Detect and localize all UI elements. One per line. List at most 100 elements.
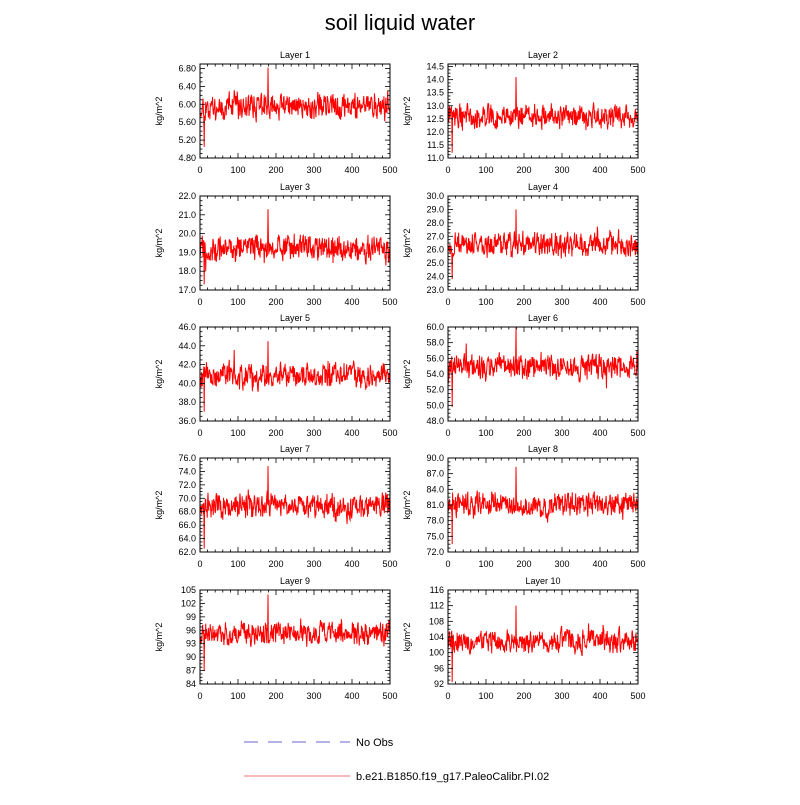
x-tick-label: 300: [306, 559, 321, 569]
y-tick-label: 5.60: [178, 117, 196, 127]
y-tick-label: 78.0: [426, 516, 444, 526]
series-line-model: [200, 594, 390, 671]
y-tick-label: 54.0: [426, 369, 444, 379]
y-axis-label: kg/m^2: [154, 491, 164, 520]
legend-label: No Obs: [356, 737, 394, 749]
y-tick-label: 58.0: [426, 338, 444, 348]
y-tick-label: 36.0: [178, 416, 196, 426]
plot-frame: [447, 457, 639, 553]
y-tick-label: 66.0: [178, 520, 196, 530]
y-tick-label: 112: [430, 601, 444, 611]
y-axis-label: kg/m^2: [402, 623, 412, 652]
x-tick-label: 0: [197, 297, 202, 307]
y-tick-label: 26.0: [426, 245, 444, 255]
x-tick-label: 200: [516, 165, 531, 175]
panel-title: Layer 9: [280, 576, 310, 586]
x-tick-label: 300: [306, 428, 321, 438]
plot-frame: [199, 195, 391, 291]
x-tick-label: 0: [445, 691, 450, 701]
legend-label: b.e21.B1850.f19_g17.PaleoCalibr.PI.02: [356, 771, 549, 783]
y-tick-label: 108: [429, 616, 444, 626]
plot-frame: [447, 326, 639, 422]
x-tick-label: 400: [592, 297, 607, 307]
y-tick-label: 17.0: [178, 285, 196, 295]
y-tick-label: 11.5: [427, 140, 444, 150]
y-tick-label: 44.0: [178, 341, 196, 351]
x-tick-label: 200: [516, 559, 531, 569]
y-tick-label: 29.0: [426, 204, 444, 214]
y-tick-label: 21.0: [178, 210, 196, 220]
panel-title: Layer 2: [528, 50, 558, 60]
y-tick-label: 4.80: [178, 153, 196, 163]
y-tick-label: 90: [186, 652, 196, 662]
x-tick-label: 100: [478, 165, 493, 175]
series-line-model: [200, 67, 390, 147]
panel-grid: Layer 1 kg/m^2 0 100 200 300 400 500 4.80 5.20 5.6…: [154, 50, 646, 701]
legend: No Obs b.e21.B1850.f19_g17.PaleoCalibr.PI…: [244, 737, 549, 783]
y-tick-label: 72.0: [178, 480, 196, 490]
x-tick-label: 100: [230, 297, 245, 307]
series-line-model: [448, 466, 638, 545]
panel-title: Layer 7: [280, 444, 310, 454]
panel-layer-3: Layer 3 kg/m^2 0 100 200 300 400 500 17.0 18.0 19.…: [154, 182, 398, 307]
panel-layer-8: Layer 8 kg/m^2 0 100 200 300 400 500 72.0 75.0 78.…: [402, 444, 646, 569]
x-tick-label: 400: [344, 691, 359, 701]
x-tick-label: 400: [592, 559, 607, 569]
x-tick-label: 500: [382, 428, 397, 438]
x-tick-label: 300: [554, 691, 569, 701]
x-tick-label: 200: [268, 559, 283, 569]
y-tick-label: 23.0: [426, 285, 444, 295]
y-tick-label: 6.00: [178, 99, 196, 109]
x-tick-label: 500: [382, 691, 397, 701]
y-tick-label: 75.0: [426, 531, 444, 541]
y-tick-label: 87: [186, 666, 196, 676]
y-tick-label: 99: [186, 612, 196, 622]
y-tick-label: 5.20: [178, 135, 196, 145]
y-tick-label: 11.0: [427, 153, 444, 163]
y-tick-label: 96: [186, 625, 196, 635]
y-tick-label: 72.0: [426, 547, 444, 557]
panel-title: Layer 8: [528, 444, 558, 454]
y-tick-label: 13.0: [426, 101, 444, 111]
y-axis-label: kg/m^2: [402, 97, 412, 126]
panel-layer-6: Layer 6 kg/m^2 0 100 200 300 400 500 48.0 50.0 52.…: [402, 313, 646, 438]
x-tick-label: 500: [630, 297, 645, 307]
y-axis-label: kg/m^2: [154, 229, 164, 258]
y-tick-label: 13.5: [426, 88, 444, 98]
panel-layer-2: Layer 2 kg/m^2 0 100 200 300 400 500 11.0 11.5 12.…: [402, 50, 646, 175]
panel-title: Layer 10: [525, 576, 560, 586]
figure-title: soil liquid water: [325, 10, 475, 35]
y-tick-label: 81.0: [426, 500, 444, 510]
x-tick-label: 300: [306, 165, 321, 175]
series-line-model: [200, 209, 390, 285]
y-axis-label: kg/m^2: [402, 229, 412, 258]
x-tick-label: 0: [197, 165, 202, 175]
x-tick-label: 0: [445, 165, 450, 175]
x-tick-label: 100: [230, 165, 245, 175]
x-tick-label: 0: [197, 428, 202, 438]
x-tick-label: 100: [478, 297, 493, 307]
y-tick-label: 42.0: [178, 360, 196, 370]
x-tick-label: 100: [230, 428, 245, 438]
x-tick-label: 300: [306, 297, 321, 307]
series-line-model: [448, 77, 638, 153]
y-tick-label: 28.0: [426, 218, 444, 228]
y-axis-label: kg/m^2: [154, 97, 164, 126]
y-tick-label: 24.0: [426, 272, 444, 282]
x-tick-label: 500: [382, 297, 397, 307]
y-axis-label: kg/m^2: [154, 360, 164, 389]
y-tick-label: 27.0: [426, 231, 444, 241]
panel-layer-7: Layer 7 kg/m^2 0 100 200 300 400 500 62.0 64.0 66.…: [154, 444, 398, 569]
x-tick-label: 400: [344, 297, 359, 307]
y-tick-label: 96: [434, 663, 444, 673]
x-tick-label: 500: [382, 559, 397, 569]
y-tick-label: 76.0: [178, 453, 196, 463]
y-tick-label: 90.0: [426, 453, 444, 463]
series-line-model: [200, 341, 390, 412]
x-tick-label: 500: [630, 165, 645, 175]
x-tick-label: 200: [516, 691, 531, 701]
y-tick-label: 18.0: [178, 266, 196, 276]
y-tick-label: 62.0: [178, 547, 196, 557]
